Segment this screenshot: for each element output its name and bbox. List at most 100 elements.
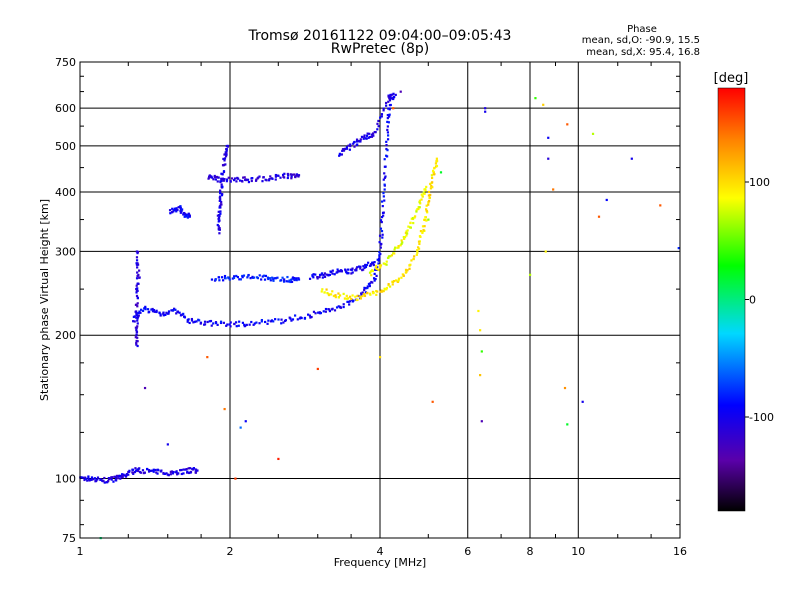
trace-point-lower-f-trace xyxy=(233,322,236,326)
trace-point-vertical-stroke-2 xyxy=(219,195,222,198)
trace-point-lower-f-trace xyxy=(386,131,390,134)
trace-point-vertical-stroke-1-3 xyxy=(136,263,140,266)
trace-point-x-mode-upper xyxy=(423,188,426,191)
trace-point-vertical-stroke-1-3 xyxy=(135,294,139,298)
trace-point-2f-echo xyxy=(223,178,226,181)
trace-point-lower-f-trace xyxy=(212,322,215,325)
trace-point-low-e-echo xyxy=(121,476,124,479)
trace-point-x-mode-trace xyxy=(425,219,428,222)
trace-point-vertical-stroke-2 xyxy=(221,173,224,176)
y-tick-label: 75 xyxy=(62,532,76,545)
trace-point-scattered-high xyxy=(365,137,368,140)
trace-point-upper-blob xyxy=(337,270,340,273)
trace-point-x-mode-trace xyxy=(385,286,389,290)
trace-point-vertical-stroke-1-3 xyxy=(135,291,138,294)
trace-point-scattered-high xyxy=(373,130,376,134)
trace-point-lower-f-trace xyxy=(370,280,373,284)
trace-point-scattered-high xyxy=(392,92,395,95)
trace-point-low-e-echo xyxy=(163,472,166,476)
trace-point-lower-f-trace xyxy=(260,320,263,323)
trace-point-lower-f-trace xyxy=(237,324,240,327)
trace-point-2f-echo xyxy=(210,175,213,178)
trace-point-lower-f-trace xyxy=(378,251,381,254)
trace-point-lower-f-trace xyxy=(183,315,186,318)
trace-point-lower-f-trace xyxy=(346,300,349,303)
trace-point-lower-f-trace xyxy=(198,319,201,322)
trace-point-lower-f-trace xyxy=(364,291,368,294)
trace-point-low-e-echo xyxy=(128,469,131,472)
trace-point-x-mode-trace xyxy=(381,290,384,293)
trace-point-lower-f-trace xyxy=(203,320,207,323)
trace-point-2f-echo xyxy=(286,176,289,180)
trace-point-lower-f-trace xyxy=(244,324,247,327)
trace-point-x-mode-trace xyxy=(326,292,329,295)
trace-point-lower-f-trace xyxy=(151,310,155,313)
trace-point-lower-f-trace xyxy=(272,320,275,323)
trace-point-2f-echo xyxy=(282,175,285,178)
trace-point-scattered-high xyxy=(349,143,352,146)
trace-point-low-e-echo xyxy=(110,478,113,481)
scatter-point xyxy=(542,103,545,106)
trace-point-x-mode-trace xyxy=(369,293,372,296)
trace-point-scattered-high xyxy=(353,140,356,144)
trace-point-lower-f-trace xyxy=(290,319,293,322)
trace-point-lower-f-trace xyxy=(339,306,343,309)
trace-point-upper-blob xyxy=(359,267,362,270)
trace-point-x-mode-trace xyxy=(427,203,430,206)
trace-point-x-mode-trace xyxy=(404,268,408,271)
trace-point-low-e-echo xyxy=(172,470,175,474)
trace-point-scattered-high xyxy=(387,95,390,98)
trace-point-multi-hop-f xyxy=(233,275,236,278)
trace-point-x-mode-upper xyxy=(403,236,407,239)
trace-point-x-mode-upper xyxy=(402,235,405,239)
colorbar-tick-label: -100 xyxy=(749,411,774,424)
trace-point-2f-echo xyxy=(247,180,251,184)
trace-point-scattered-high xyxy=(338,154,341,157)
scatter-point xyxy=(597,215,601,218)
trace-point-multi-hop-f xyxy=(260,278,263,281)
trace-point-low-e-echo xyxy=(131,468,135,471)
trace-point-vertical-stroke-2 xyxy=(224,163,227,166)
trace-point-vertical-stroke-1-3 xyxy=(135,263,139,266)
trace-point-lower-f-trace xyxy=(388,99,392,102)
trace-point-multi-hop-f xyxy=(222,279,225,282)
trace-point-vertical-stroke-1-3 xyxy=(135,284,138,287)
trace-point-upper-blob xyxy=(365,263,369,267)
trace-point-multi-hop-f xyxy=(218,279,221,282)
trace-point-vertical-stroke-1-3 xyxy=(135,303,138,306)
trace-point-lower-f-trace xyxy=(166,312,169,315)
trace-point-x-mode-trace xyxy=(321,288,324,291)
trace-point-low-e-echo xyxy=(182,472,185,475)
trace-point-x-mode-trace xyxy=(431,169,435,172)
trace-point-lower-f-trace xyxy=(368,282,371,285)
trace-point-x-mode-upper xyxy=(370,274,373,277)
trace-point-low-e-echo xyxy=(152,468,155,471)
trace-point-multi-hop-f xyxy=(291,277,294,280)
trace-point-low-e-echo xyxy=(169,473,172,476)
x-tick-label: 1 xyxy=(77,545,84,558)
trace-point-x-mode-upper xyxy=(413,216,416,219)
trace-point-lower-f-trace xyxy=(219,321,223,325)
trace-point-low-e-echo xyxy=(121,473,124,476)
trace-point-x-mode-upper xyxy=(403,237,406,240)
scatter-point xyxy=(392,107,395,110)
trace-point-low-e-echo xyxy=(141,469,145,472)
trace-point-2f-echo xyxy=(295,174,298,177)
trace-point-vertical-stroke-2 xyxy=(218,219,221,222)
trace-point-x-mode-trace xyxy=(397,277,401,280)
trace-point-lower-f-trace xyxy=(374,268,377,271)
trace-point-vertical-stroke-1-3 xyxy=(136,322,139,325)
trace-point-lower-f-trace xyxy=(386,128,389,131)
trace-point-sporadic-cluster xyxy=(186,215,189,218)
trace-point-lower-f-trace xyxy=(300,316,303,320)
trace-point-sporadic-cluster xyxy=(183,211,186,215)
trace-point-low-e-echo xyxy=(175,470,178,473)
trace-point-vertical-stroke-1-3 xyxy=(135,277,139,280)
trace-point-lower-f-trace xyxy=(210,324,213,327)
y-axis-label: Stationary phase Virtual Height [km] xyxy=(38,199,51,401)
trace-point-low-e-echo xyxy=(171,472,175,475)
trace-point-x-mode-upper xyxy=(418,199,421,202)
phase-stats-heading: Phase xyxy=(627,24,657,35)
scatter-point xyxy=(547,136,550,139)
